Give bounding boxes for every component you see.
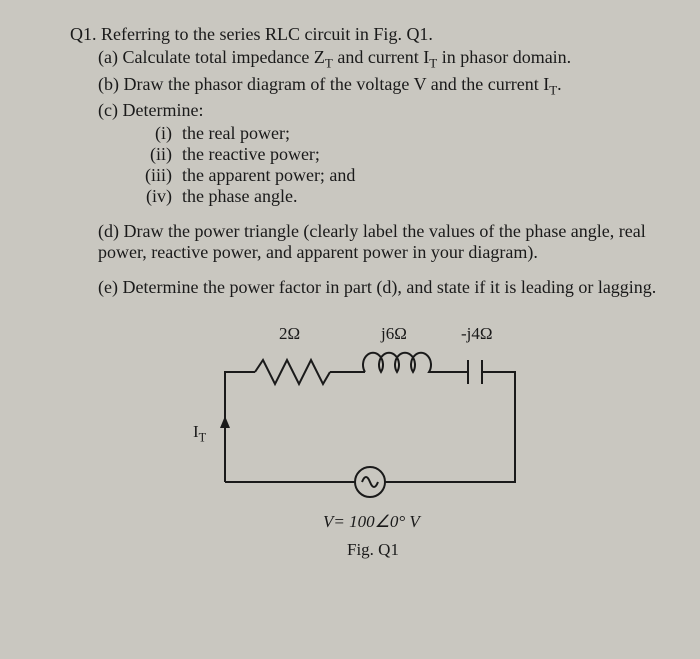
part-c-ii: (ii) the reactive power; <box>134 144 660 165</box>
part-c-iii: (iii) the apparent power; and <box>134 165 660 186</box>
circuit-svg <box>185 322 545 522</box>
current-label: IT <box>193 422 206 445</box>
part-c-iv: (iv) the phase angle. <box>134 186 660 207</box>
question-title: Q1. Referring to the series RLC circuit … <box>70 24 660 45</box>
part-c: (c) Determine: <box>70 100 660 121</box>
part-b: (b) Draw the phasor diagram of the volta… <box>70 74 660 99</box>
question-title-text: Referring to the series RLC circuit in F… <box>101 24 433 44</box>
figure-wrap: 2Ω j6Ω -j4Ω IT V= 100∠0° V Fig. Q1 <box>70 322 660 572</box>
capacitor-label: -j4Ω <box>461 324 493 344</box>
part-c-items: (i) the real power; (ii) the reactive po… <box>70 123 660 207</box>
source-label: V= 100∠0° V <box>323 512 420 532</box>
inductor-label: j6Ω <box>381 324 407 344</box>
part-e: (e) Determine the power factor in part (… <box>70 277 660 298</box>
figure-caption: Fig. Q1 <box>347 540 399 560</box>
circuit-figure: 2Ω j6Ω -j4Ω IT V= 100∠0° V Fig. Q1 <box>185 322 545 572</box>
question-number: Q1. <box>70 24 97 44</box>
page: Q1. Referring to the series RLC circuit … <box>0 0 700 592</box>
part-c-i: (i) the real power; <box>134 123 660 144</box>
resistor-label: 2Ω <box>279 324 300 344</box>
part-a: (a) Calculate total impedance ZT and cur… <box>70 47 660 72</box>
part-d: (d) Draw the power triangle (clearly lab… <box>70 221 660 263</box>
